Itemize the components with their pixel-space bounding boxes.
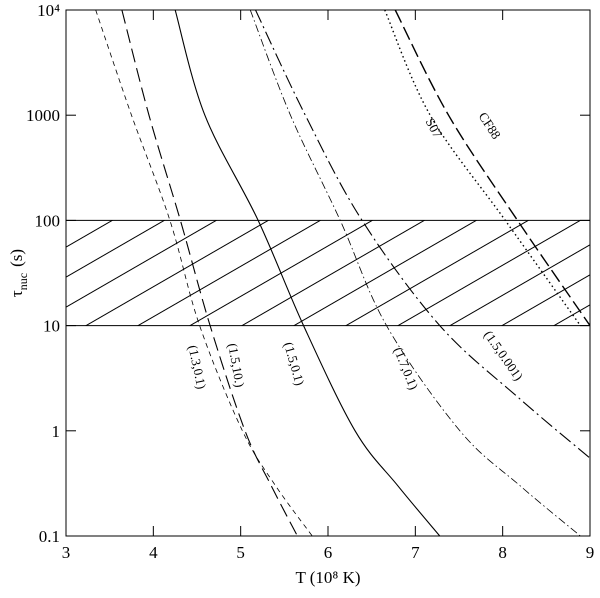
plot-area [66, 10, 590, 536]
y-label-unit: (s) [7, 249, 26, 267]
curve-label: (1.5,0.001) [481, 328, 526, 384]
y-tick-label: 1000 [26, 106, 60, 125]
curve-label: CF88 [476, 109, 504, 141]
y-tick-label: 1 [52, 422, 61, 441]
x-tick-label: 5 [236, 543, 245, 562]
x-tick-label: 7 [411, 543, 420, 562]
curve-label: (1.5,0.1) [281, 340, 308, 387]
x-tick-label: 3 [62, 543, 71, 562]
curve [394, 10, 590, 326]
y-tick-label: 0.1 [39, 527, 60, 546]
curve-label: (1.5,10.) [225, 342, 247, 388]
curve-label: (1.7,0.1) [391, 345, 422, 392]
curve [121, 10, 298, 536]
x-axis-label: T (10⁸ K) [295, 568, 360, 587]
y-label-sub: nuc [16, 273, 30, 290]
y-axis-label: τnuc (s) [7, 249, 30, 297]
y-tick-label: 100 [35, 211, 61, 230]
x-tick-label: 4 [149, 543, 158, 562]
curve [174, 10, 441, 536]
curve [95, 10, 313, 536]
x-tick-label: 6 [324, 543, 333, 562]
x-tick-label: 9 [586, 543, 595, 562]
y-label-symbol: τ [7, 290, 26, 297]
y-tick-label: 10 [43, 317, 60, 336]
curve [255, 10, 590, 459]
curve [249, 10, 581, 536]
curve-label: (1.3,0.1) [185, 344, 209, 391]
hatched-band [66, 220, 590, 326]
y-tick-label: 10⁴ [37, 1, 60, 20]
curve-label: S07 [423, 115, 446, 140]
x-tick-label: 8 [498, 543, 507, 562]
